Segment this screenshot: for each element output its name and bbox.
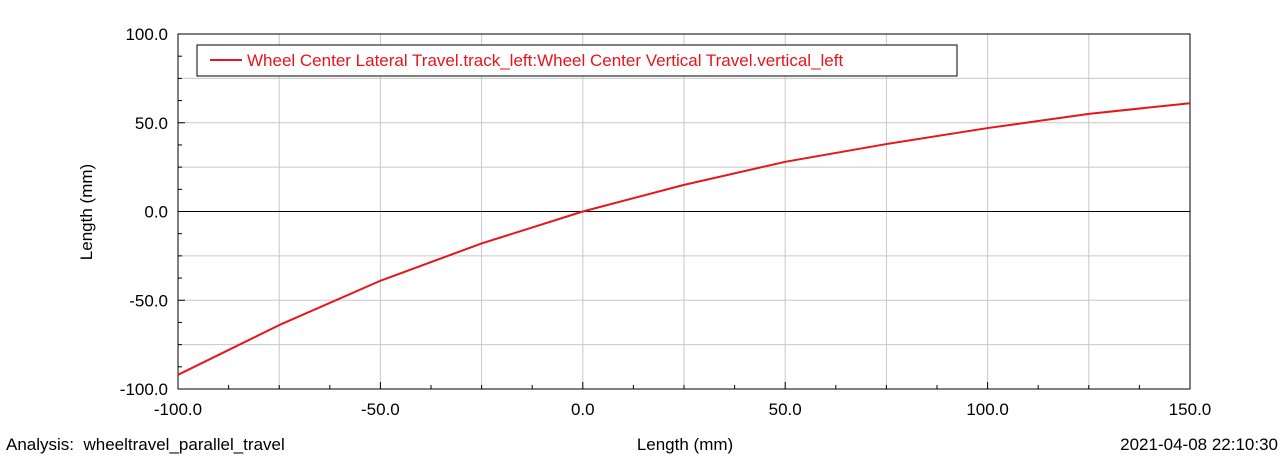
legend-label: Wheel Center Lateral Travel.track_left:W… — [247, 51, 843, 70]
analysis-label: Analysis: wheeltravel_parallel_travel — [6, 435, 285, 454]
series-line — [177, 102, 1191, 376]
y-axis-title: Length (mm) — [77, 164, 96, 260]
series-group — [177, 102, 1191, 376]
legend: Wheel Center Lateral Travel.track_left:W… — [196, 44, 958, 77]
legend-box — [196, 44, 958, 77]
x-tick-label: 50.0 — [769, 400, 802, 419]
y-tick-label: -100.0 — [120, 380, 168, 399]
x-tick-label: 100.0 — [966, 400, 1009, 419]
x-tick-label: 150.0 — [1169, 400, 1212, 419]
timestamp: 2021-04-08 22:10:30 — [1120, 435, 1278, 454]
y-tick-label: 100.0 — [125, 25, 168, 44]
y-tick-label: -50.0 — [129, 291, 168, 310]
tick-labels: -100.0 -50.0 0.0 50.0 100.0 150.0 -100.0 -50.0 0… — [120, 25, 1211, 419]
x-axis-title: Length (mm) — [637, 435, 733, 454]
y-tick-label: 0.0 — [144, 203, 168, 222]
x-tick-label: 0.0 — [571, 400, 595, 419]
x-tick-label: -50.0 — [361, 400, 400, 419]
y-tick-label: 50.0 — [135, 114, 168, 133]
x-tick-label: -100.0 — [154, 400, 202, 419]
